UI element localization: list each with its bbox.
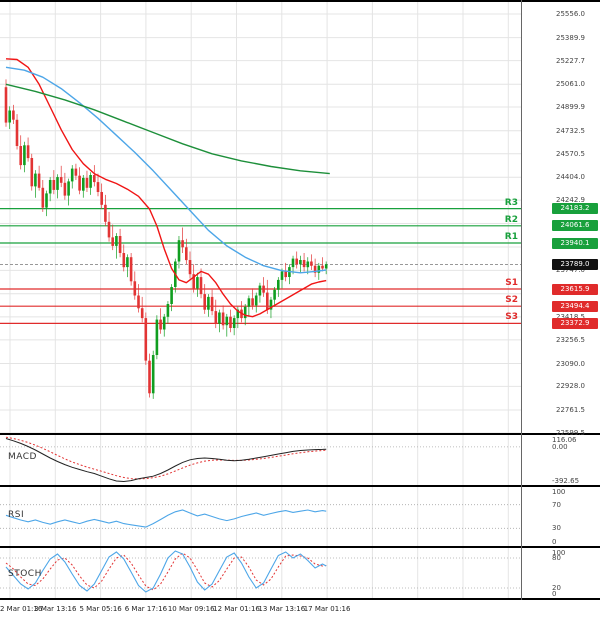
stoch-layer — [0, 550, 521, 593]
rsi-layer — [0, 504, 521, 529]
frame-layer — [0, 0, 600, 600]
ma-lines-layer — [5, 58, 330, 318]
macd-layer — [0, 436, 521, 483]
pivot-lines-layer — [0, 208, 521, 324]
grid-layer — [0, 2, 521, 598]
candles-layer — [4, 79, 328, 399]
